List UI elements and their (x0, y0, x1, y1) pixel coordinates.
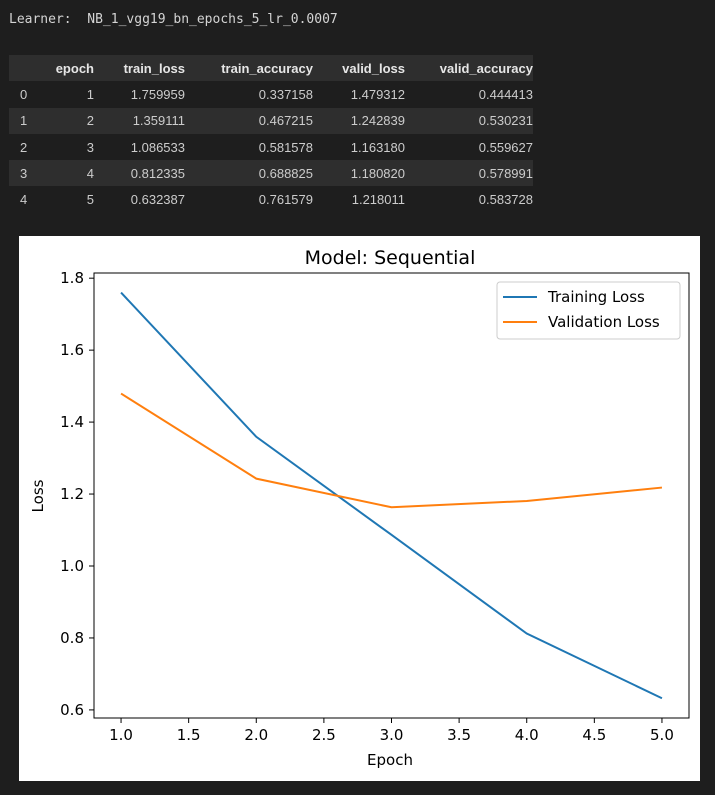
legend-label-training-loss: Training Loss (547, 288, 645, 306)
y-tick-label: 1.4 (60, 413, 84, 431)
epoch-cell: 5 (86, 192, 94, 208)
training-loss-line (120, 291, 663, 700)
y-axis-label: Loss (29, 479, 47, 512)
valid-accuracy-cell: 0.583728 (478, 192, 533, 208)
epoch-cell: 4 (86, 165, 94, 181)
validation-loss-line (120, 392, 663, 509)
train-accuracy-cell: 0.337158 (258, 86, 313, 102)
column-header-train-loss: train_loss (123, 60, 185, 76)
y-tick-label: 1.0 (60, 557, 84, 575)
legend-label-validation-loss: Validation Loss (548, 313, 660, 331)
valid-accuracy-cell: 0.578991 (478, 165, 533, 181)
learner-label: Learner: (9, 12, 72, 27)
valid-accuracy-cell: 0.559627 (478, 139, 533, 155)
results-table: epoch train_loss train_accuracy valid_lo… (9, 55, 533, 213)
x-tick-label: 5.0 (650, 726, 674, 744)
epoch-cell: 1 (86, 86, 94, 102)
column-header-train-accuracy: train_accuracy (221, 60, 313, 76)
y-tick-label: 0.8 (60, 629, 84, 647)
row-index: 1 (20, 113, 28, 129)
loss-chart: Model: Sequential 1.0 1.5 2.0 2.5 3.0 3.5 4.0 4… (29, 247, 690, 769)
legend-box (496, 281, 681, 340)
x-tick-label: 2.0 (244, 726, 268, 744)
learner-name: NB_1_vgg19_bn_epochs_5_lr_0.0007 (87, 12, 338, 27)
table-row: 0 1 1.759959 0.337158 1.479312 0.444413 (9, 81, 533, 108)
x-tick-label: 3.0 (380, 726, 404, 744)
plot-frame (93, 272, 690, 719)
valid-accuracy-cell: 0.444413 (478, 86, 533, 102)
train-loss-cell: 1.359111 (132, 113, 185, 129)
column-header-valid-accuracy: valid_accuracy (439, 60, 533, 76)
x-tick-label: 2.5 (312, 726, 336, 744)
x-tick-label: 1.0 (109, 726, 133, 744)
valid-accuracy-cell: 0.530231 (478, 113, 533, 129)
train-loss-cell: 1.759959 (130, 86, 185, 102)
y-axis-ticks: 0.6 0.8 1.0 1.2 1.4 1.6 1.8 (60, 269, 94, 719)
valid-loss-cell: 1.218011 (351, 192, 405, 208)
table-row: 3 4 0.812335 0.688825 1.180820 0.578991 (9, 160, 533, 187)
train-accuracy-cell: 0.688825 (258, 165, 313, 181)
train-loss-cell: 0.632387 (130, 192, 185, 208)
y-tick-label: 0.6 (60, 701, 84, 719)
row-index: 0 (20, 86, 28, 102)
series-lines (120, 291, 663, 700)
table-header-row: epoch train_loss train_accuracy valid_lo… (9, 55, 533, 82)
train-accuracy-cell: 0.761579 (258, 192, 313, 208)
x-axis-ticks: 1.0 1.5 2.0 2.5 3.0 3.5 4.0 4.5 5.0 (109, 718, 674, 744)
table-row: 2 3 1.086533 0.581578 1.163180 0.559627 (9, 133, 533, 161)
valid-loss-cell: 1.180820 (350, 165, 405, 181)
column-header-epoch: epoch (55, 60, 94, 76)
row-index: 4 (20, 192, 28, 208)
valid-loss-cell: 1.479312 (350, 86, 405, 102)
row-index: 3 (20, 165, 28, 181)
row-index: 2 (20, 139, 28, 155)
x-axis-label: Epoch (367, 751, 413, 769)
chart-title: Model: Sequential (305, 247, 476, 269)
epoch-cell: 2 (86, 113, 94, 129)
x-tick-label: 3.5 (447, 726, 471, 744)
train-accuracy-cell: 0.467215 (258, 113, 313, 129)
table-row: 1 2 1.359111 0.467215 1.242839 0.530231 (9, 107, 533, 134)
column-header-index (9, 55, 52, 81)
x-tick-label: 4.0 (515, 726, 539, 744)
train-accuracy-cell: 0.581578 (258, 139, 313, 155)
loss-plot: Model: Sequential 1.0 1.5 2.0 2.5 3.0 3.5 4.0 4… (19, 236, 700, 781)
epoch-cell: 3 (86, 139, 94, 155)
train-loss-cell: 1.086533 (130, 139, 185, 155)
valid-loss-cell: 1.242839 (350, 113, 405, 129)
x-tick-label: 4.5 (582, 726, 606, 744)
y-tick-label: 1.6 (60, 341, 84, 359)
train-loss-cell: 0.812335 (130, 165, 185, 181)
x-tick-label: 1.5 (177, 726, 201, 744)
valid-loss-cell: 1.163180 (350, 139, 405, 155)
chart-legend: Training Loss Validation Loss (496, 281, 681, 340)
y-tick-label: 1.2 (60, 485, 84, 503)
learner-line: Learner: NB_1_vgg19_bn_epochs_5_lr_0.000… (9, 12, 338, 27)
y-tick-label: 1.8 (60, 269, 84, 287)
column-header-valid-loss: valid_loss (342, 60, 405, 76)
table-row: 4 5 0.632387 0.761579 1.218011 0.583728 (9, 186, 533, 213)
